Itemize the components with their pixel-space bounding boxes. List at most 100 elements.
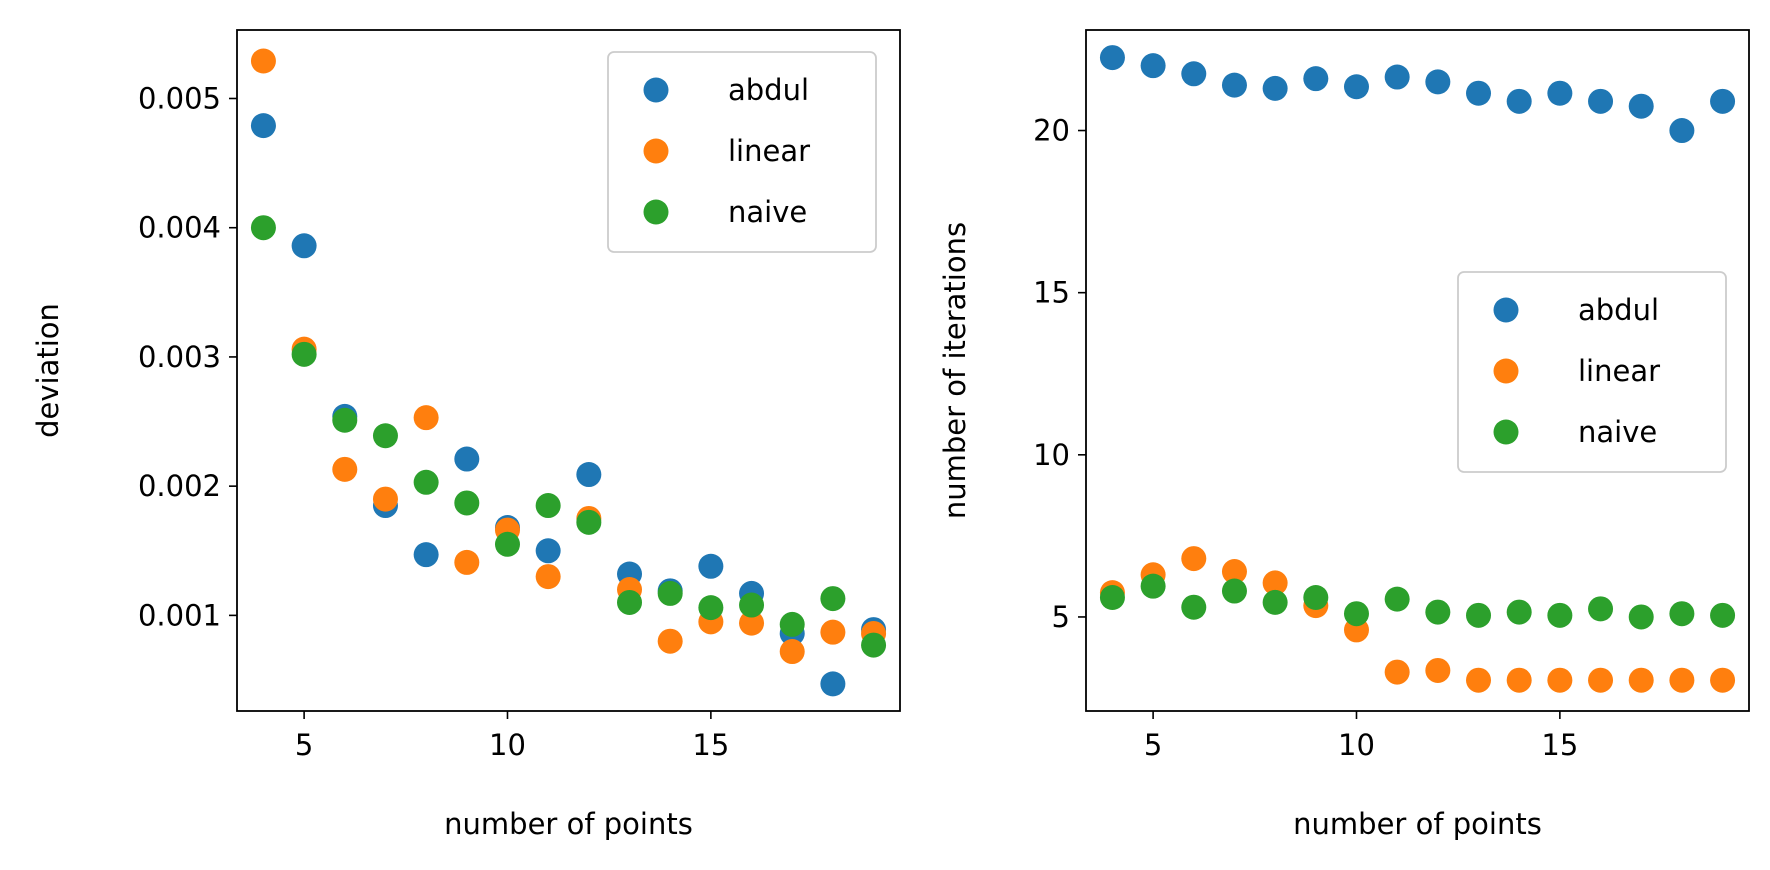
data-point-abdul	[1466, 80, 1492, 106]
data-point-naive	[1425, 599, 1451, 625]
data-point-abdul	[1181, 61, 1207, 87]
panel-2: 5 10 15 5 10 15 20 number of points number of it…	[938, 29, 1750, 841]
data-point-linear	[454, 549, 480, 575]
series-naive	[250, 215, 887, 658]
plot-frame	[1085, 29, 1750, 712]
data-point-linear	[413, 405, 439, 431]
data-point-naive	[535, 493, 561, 519]
series-naive	[1099, 573, 1736, 630]
data-point-naive	[291, 341, 317, 367]
data-point-naive	[1303, 585, 1329, 610]
data-point-naive	[739, 592, 765, 618]
x-tick-label: 10	[1338, 728, 1375, 762]
data-point-abdul	[1710, 88, 1736, 114]
data-point-abdul	[1221, 72, 1247, 98]
data-point-linear	[332, 456, 358, 482]
y-tick-label: 5	[1052, 600, 1070, 634]
data-point-linear	[1669, 667, 1695, 693]
data-point-linear	[372, 486, 398, 512]
data-point-naive	[1588, 596, 1614, 622]
x-tick-label: 10	[489, 728, 526, 762]
data-point-linear	[1628, 667, 1654, 693]
y-tick-label: 0.003	[138, 340, 221, 374]
legend-marker-linear	[1493, 358, 1519, 384]
data-point-abdul	[535, 538, 561, 564]
data-point-linear	[1221, 559, 1247, 585]
data-point-naive	[1343, 601, 1369, 627]
data-point-naive	[657, 580, 683, 606]
legend-marker-linear	[643, 138, 669, 164]
data-point-linear	[1547, 667, 1573, 693]
data-point-naive	[1221, 578, 1247, 604]
data-point-abdul	[820, 671, 846, 697]
legend-label-linear: linear	[1578, 354, 1660, 388]
legend-marker-naive	[1493, 419, 1519, 445]
data-point-abdul	[1506, 88, 1532, 114]
data-point-abdul	[1669, 118, 1695, 144]
data-point-abdul	[1099, 45, 1125, 71]
legend-marker-naive	[643, 199, 669, 225]
data-point-linear	[535, 564, 561, 590]
y-tick-label: 0.002	[138, 469, 221, 503]
data-point-naive	[1181, 594, 1207, 620]
legend: abdul linear naive	[1457, 271, 1727, 473]
data-point-linear	[1710, 667, 1736, 693]
y-tick-label: 15	[1033, 276, 1070, 310]
data-point-abdul	[454, 446, 480, 472]
y-tick-label: 0.005	[138, 81, 221, 115]
legend-label-abdul: abdul	[728, 73, 809, 107]
data-point-naive	[820, 586, 846, 612]
legend-box	[607, 51, 877, 253]
data-point-abdul	[1303, 66, 1329, 92]
data-point-abdul	[291, 233, 317, 259]
legend-label-naive: naive	[1578, 415, 1657, 449]
data-point-abdul	[250, 113, 276, 139]
data-point-naive	[1710, 602, 1736, 628]
y-tick-label: 20	[1033, 114, 1070, 148]
data-point-abdul	[1425, 69, 1451, 95]
data-point-naive	[1628, 604, 1654, 630]
legend: abdul linear naive	[607, 51, 877, 253]
data-point-naive	[250, 215, 276, 241]
data-point-naive	[1506, 599, 1532, 625]
data-point-linear	[779, 639, 805, 665]
data-point-naive	[454, 490, 480, 516]
legend-label-abdul: abdul	[1578, 293, 1659, 327]
data-point-linear	[1181, 546, 1207, 572]
data-point-linear	[1588, 667, 1614, 693]
data-point-naive	[494, 531, 520, 557]
x-axis-label: number of points	[1293, 807, 1542, 841]
data-point-naive	[332, 407, 358, 433]
y-tick-label: 10	[1033, 438, 1070, 472]
data-point-linear	[820, 619, 846, 645]
y-tick-label: 0.001	[138, 598, 221, 632]
legend-label-naive: naive	[728, 195, 807, 229]
data-point-naive	[861, 632, 887, 658]
data-point-abdul	[1384, 64, 1410, 90]
legend-marker-abdul	[643, 77, 669, 103]
data-point-abdul	[1140, 53, 1166, 79]
x-tick-label: 15	[692, 728, 729, 762]
data-point-naive	[576, 509, 602, 535]
data-point-naive	[1669, 601, 1695, 627]
data-point-abdul	[1588, 88, 1614, 114]
x-tick-label: 15	[1541, 728, 1578, 762]
x-axis-label: number of points	[444, 807, 693, 841]
data-point-naive	[1547, 602, 1573, 628]
series-abdul	[1099, 45, 1736, 144]
data-point-abdul	[1547, 80, 1573, 106]
data-point-abdul	[698, 553, 724, 579]
data-point-naive	[1099, 585, 1125, 610]
data-point-naive	[413, 469, 439, 495]
legend-box	[1457, 271, 1727, 473]
y-tick-label: 0.004	[138, 211, 221, 245]
data-point-naive	[698, 595, 724, 621]
data-point-linear	[250, 48, 276, 74]
y-axis-label: deviation	[31, 303, 65, 438]
data-point-abdul	[576, 462, 602, 488]
data-point-naive	[1140, 573, 1166, 599]
data-point-naive	[779, 611, 805, 637]
panel-1: 5 10 15 0.001 0.002 0.003 0.004 0.005 number of …	[31, 29, 901, 841]
legend-marker-abdul	[1493, 297, 1519, 323]
